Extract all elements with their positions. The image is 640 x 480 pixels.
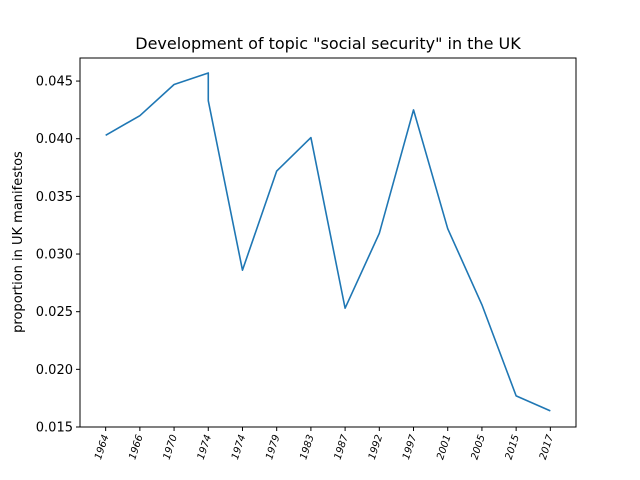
x-tick-label: 1974 [196, 434, 214, 462]
x-tick-label: 1983 [298, 434, 316, 462]
series-group [105, 72, 551, 412]
x-tick-label: 1997 [401, 433, 420, 461]
y-ticks: 0.015 0.020 0.025 0.030 0.035 0.040 0.045 [36, 75, 80, 436]
x-tick-label: 1974 [230, 434, 248, 462]
x-ticks: 1964 1966 1970 1974 1974 1979 1983 1987 1992 1997… [93, 427, 556, 461]
x-tick-label: 1979 [264, 434, 282, 462]
x-tick-label: 2001 [435, 434, 453, 462]
x-tick-label: 2005 [469, 434, 487, 462]
plot-frame [79, 57, 577, 428]
chart-title: Development of topic "social security" i… [135, 34, 521, 53]
y-tick-label: 0.030 [36, 248, 73, 263]
y-axis-label: proportion in UK manifestos [11, 151, 26, 333]
y-tick-label: 0.025 [36, 305, 73, 320]
x-tick-label: 1970 [162, 434, 180, 462]
y-tick-label: 0.040 [36, 132, 73, 147]
x-tick-label: 1964 [93, 434, 111, 462]
y-tick-label: 0.020 [36, 363, 73, 378]
x-tick-label: 1987 [333, 433, 352, 461]
series-line [105, 72, 551, 412]
x-tick-label: 2017 [538, 433, 557, 461]
y-tick-label: 0.015 [36, 421, 73, 436]
x-tick-label: 1992 [367, 434, 385, 462]
y-tick-label: 0.035 [36, 190, 73, 205]
x-tick-label: 1966 [127, 434, 145, 462]
y-tick-label: 0.045 [36, 75, 73, 90]
x-tick-label: 2015 [504, 434, 522, 462]
